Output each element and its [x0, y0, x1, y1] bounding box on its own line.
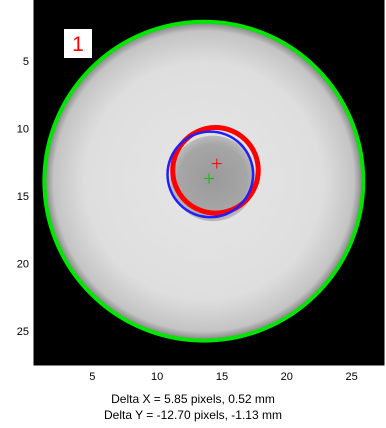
inner-circle-red [170, 125, 261, 216]
plot-frame [33, 0, 385, 366]
y-tick-label: 25 [17, 326, 29, 338]
y-tick-label: 5 [23, 56, 29, 68]
x-tick-label: 25 [345, 371, 357, 383]
delta-y-annotation: Delta Y = -12.70 pixels, -1.13 mm [104, 408, 282, 422]
x-tick-label: 10 [151, 371, 163, 383]
center-marker-red [211, 158, 222, 169]
x-axis: 5 10 15 20 25 [89, 0, 358, 383]
y-axis: 5 10 15 20 25 [17, 56, 384, 338]
x-tick-label: 20 [281, 371, 293, 383]
panel-label: 1 [72, 33, 84, 56]
y-tick-label: 20 [17, 259, 29, 271]
panel-label-box [64, 29, 92, 58]
delta-x-annotation: Delta X = 5.85 pixels, 0.52 mm [111, 392, 275, 406]
y-tick-label: 15 [17, 191, 29, 203]
inner-circle-blue [166, 130, 255, 219]
outer-circle [42, 19, 366, 343]
y-tick-label: 10 [17, 123, 29, 135]
center-marker-green [204, 173, 214, 184]
x-tick-label: 15 [216, 371, 228, 383]
x-tick-label: 5 [89, 371, 95, 383]
overlay-circles [42, 19, 366, 343]
